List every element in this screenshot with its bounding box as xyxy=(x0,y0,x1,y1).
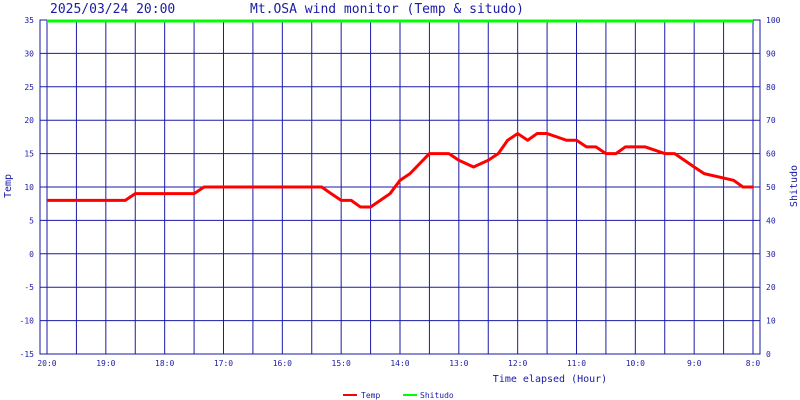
y-tick-left-label: 0 xyxy=(29,250,34,259)
y-tick-right-label: 60 xyxy=(766,150,776,159)
y-tick-right-label: 70 xyxy=(766,116,776,125)
y-tick-right-label: 80 xyxy=(766,83,776,92)
y-axis-left-label: Temp xyxy=(3,174,14,198)
y-tick-left-label: 25 xyxy=(24,83,34,92)
legend: Temp Shitudo xyxy=(343,391,454,400)
y-tick-left-label: -10 xyxy=(20,317,35,326)
x-tick-label: 14:0 xyxy=(390,359,409,368)
y-tick-right-label: 30 xyxy=(766,250,776,259)
y-tick-left-label: -5 xyxy=(24,283,34,292)
x-tick-label: 12:0 xyxy=(508,359,527,368)
tick-layer: 35302520151050-5-10-15100908070605040302… xyxy=(20,16,781,368)
y-tick-right-label: 40 xyxy=(766,216,776,225)
x-tick-label: 16:0 xyxy=(273,359,292,368)
series-layer xyxy=(47,19,753,209)
y-tick-right-label: 90 xyxy=(766,49,776,58)
y-tick-left-label: 10 xyxy=(24,183,34,192)
y-tick-left-label: -15 xyxy=(20,350,35,359)
x-tick-label: 9:0 xyxy=(687,359,702,368)
y-axis-right-label: Shitudo xyxy=(789,165,800,207)
y-tick-left-label: 35 xyxy=(24,16,34,25)
series-temp-line xyxy=(47,132,753,209)
y-tick-left-label: 30 xyxy=(24,49,34,58)
chart-title: Mt.OSA wind monitor (Temp & situdo) xyxy=(250,2,524,17)
x-tick-label: 18:0 xyxy=(155,359,174,368)
x-tick-label: 17:0 xyxy=(214,359,233,368)
legend-shitudo-label: Shitudo xyxy=(420,391,454,400)
x-tick-label: 10:0 xyxy=(626,359,645,368)
x-tick-label: 8:0 xyxy=(746,359,761,368)
y-tick-left-label: 15 xyxy=(24,150,34,159)
y-tick-left-label: 5 xyxy=(29,216,34,225)
legend-temp-label: Temp xyxy=(361,391,380,400)
header-datetime: 2025/03/24 20:00 xyxy=(50,2,175,17)
y-tick-right-label: 50 xyxy=(766,183,776,192)
y-tick-right-label: 100 xyxy=(766,16,781,25)
y-tick-left-label: 20 xyxy=(24,116,34,125)
x-tick-label: 11:0 xyxy=(567,359,586,368)
x-tick-label: 20:0 xyxy=(37,359,56,368)
x-axis-label: Time elapsed (Hour) xyxy=(493,374,607,385)
y-tick-right-label: 0 xyxy=(766,350,771,359)
x-tick-label: 13:0 xyxy=(449,359,468,368)
x-tick-label: 15:0 xyxy=(332,359,351,368)
y-tick-right-label: 20 xyxy=(766,283,776,292)
y-tick-right-label: 10 xyxy=(766,317,776,326)
x-tick-label: 19:0 xyxy=(96,359,115,368)
